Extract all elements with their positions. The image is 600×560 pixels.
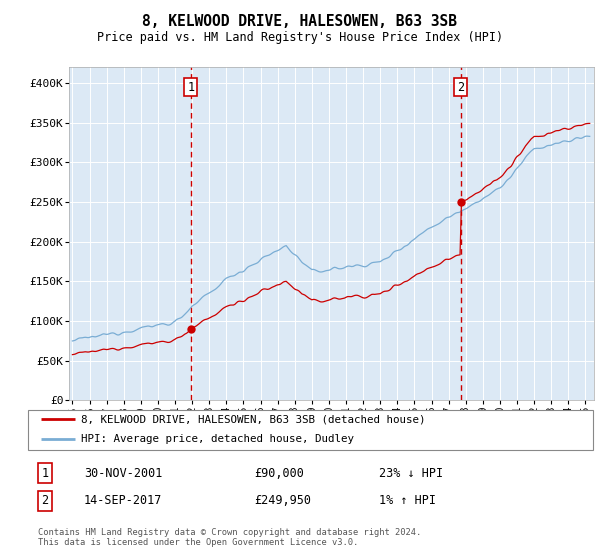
FancyBboxPatch shape: [28, 410, 593, 450]
Text: 14-SEP-2017: 14-SEP-2017: [84, 494, 162, 507]
Text: Contains HM Land Registry data © Crown copyright and database right 2024.
This d: Contains HM Land Registry data © Crown c…: [38, 528, 422, 548]
Text: Price paid vs. HM Land Registry's House Price Index (HPI): Price paid vs. HM Land Registry's House …: [97, 31, 503, 44]
Text: 1: 1: [41, 466, 48, 479]
Text: 8, KELWOOD DRIVE, HALESOWEN, B63 3SB: 8, KELWOOD DRIVE, HALESOWEN, B63 3SB: [143, 14, 458, 29]
Text: 8, KELWOOD DRIVE, HALESOWEN, B63 3SB (detached house): 8, KELWOOD DRIVE, HALESOWEN, B63 3SB (de…: [81, 414, 425, 424]
Text: 2: 2: [457, 81, 464, 94]
Text: 30-NOV-2001: 30-NOV-2001: [84, 466, 162, 479]
Text: HPI: Average price, detached house, Dudley: HPI: Average price, detached house, Dudl…: [81, 434, 354, 444]
Text: £90,000: £90,000: [254, 466, 304, 479]
Text: 23% ↓ HPI: 23% ↓ HPI: [379, 466, 443, 479]
Text: 1% ↑ HPI: 1% ↑ HPI: [379, 494, 436, 507]
Text: £249,950: £249,950: [254, 494, 311, 507]
Text: 2: 2: [41, 494, 48, 507]
Text: 1: 1: [187, 81, 194, 94]
